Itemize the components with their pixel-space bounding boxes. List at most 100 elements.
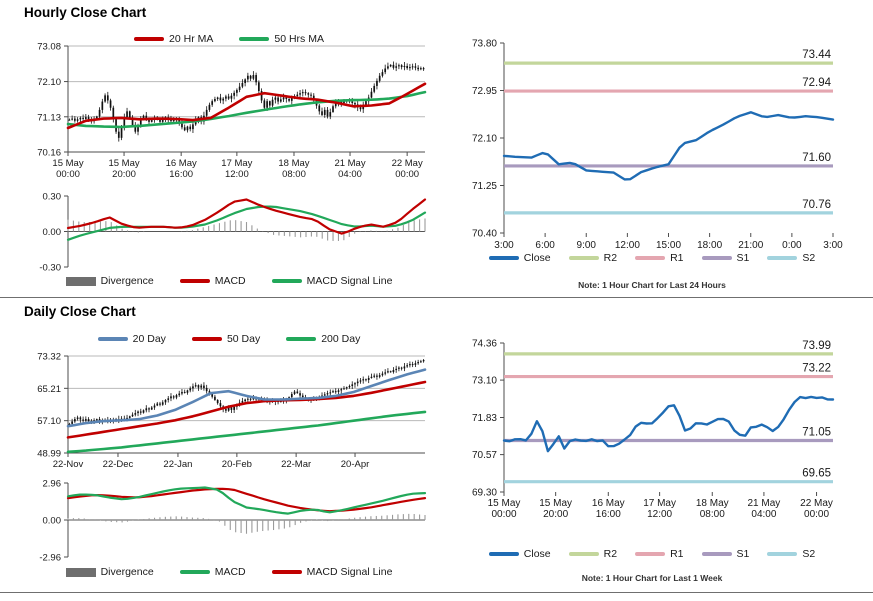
legend-label: MACD: [214, 275, 246, 287]
bottom-divider: [0, 592, 873, 593]
svg-text:15 May: 15 May: [52, 158, 83, 169]
section-divider: [0, 297, 873, 298]
legend-item: 50 Hrs MA: [239, 33, 324, 45]
legend-label: R1: [670, 252, 684, 264]
svg-text:3:00: 3:00: [494, 240, 514, 251]
weekly-pivot-note: Note: 1 Hour Chart for Last 1 Week: [581, 573, 723, 583]
svg-text:15:00: 15:00: [656, 240, 681, 251]
legend-label: Divergence: [100, 275, 154, 287]
svg-text:65.21: 65.21: [37, 384, 61, 395]
legend-label: S1: [736, 252, 750, 264]
legend-item: MACD: [179, 566, 246, 578]
legend-item: R2: [568, 548, 617, 560]
svg-text:-2.96: -2.96: [39, 553, 61, 564]
legend-label: 50 Hrs MA: [274, 33, 324, 45]
hourly-section-title: Hourly Close Chart: [24, 5, 147, 20]
svg-text:0.00: 0.00: [43, 516, 62, 527]
svg-text:73.99: 73.99: [802, 340, 831, 352]
legend-item: Close: [488, 548, 551, 560]
svg-text:22 May: 22 May: [392, 158, 423, 169]
legend-swatch-r2: [568, 552, 599, 556]
svg-text:71.13: 71.13: [37, 112, 61, 123]
svg-text:71.83: 71.83: [472, 413, 497, 424]
svg-text:08:00: 08:00: [700, 509, 725, 520]
svg-text:15 May: 15 May: [488, 498, 521, 509]
svg-text:2.96: 2.96: [43, 479, 62, 490]
svg-text:-0.30: -0.30: [39, 263, 61, 274]
legend-item: MACD Signal Line: [271, 275, 393, 287]
svg-text:12:00: 12:00: [615, 240, 640, 251]
svg-text:70.16: 70.16: [37, 148, 61, 159]
legend-swatch-s1: [701, 552, 732, 556]
svg-text:70.76: 70.76: [802, 199, 831, 211]
legend-swatch-s2: [767, 256, 798, 260]
svg-text:16:00: 16:00: [169, 169, 193, 180]
svg-text:12:00: 12:00: [647, 509, 672, 520]
hourly-price-legend: 20 Hr MA 50 Hrs MA: [24, 33, 434, 45]
hourly-pivot-legend: Close R2 R1 S1 S2: [438, 252, 866, 264]
legend-label: S1: [736, 548, 750, 560]
svg-text:22-Jan: 22-Jan: [163, 459, 192, 470]
legend-swatch-20-day: [97, 337, 128, 341]
legend-item: 50 Day: [191, 333, 261, 345]
legend-swatch-50-hrs-ma: [239, 37, 270, 41]
svg-text:00:00: 00:00: [491, 509, 516, 520]
svg-text:12:00: 12:00: [225, 169, 249, 180]
svg-text:69.30: 69.30: [472, 488, 497, 499]
svg-text:16 May: 16 May: [592, 498, 625, 509]
svg-text:22-Nov: 22-Nov: [53, 459, 84, 470]
legend-item: 20 Day: [97, 333, 166, 345]
svg-text:21:00: 21:00: [738, 240, 763, 251]
daily-macd-legend: Divergence MACD MACD Signal Line: [24, 566, 434, 578]
legend-swatch-macd-signal-line: [271, 279, 302, 283]
legend-label: 50 Day: [226, 333, 261, 345]
svg-text:00:00: 00:00: [395, 169, 419, 180]
svg-text:20-Apr: 20-Apr: [341, 459, 370, 470]
legend-swatch-s2: [767, 552, 798, 556]
svg-text:16:00: 16:00: [596, 509, 621, 520]
legend-label: MACD Signal Line: [306, 275, 393, 287]
legend-label: R2: [603, 252, 618, 264]
legend-label: MACD Signal Line: [306, 566, 393, 578]
legend-label: 20 Hr MA: [169, 33, 214, 45]
svg-text:18:00: 18:00: [697, 240, 722, 251]
legend-swatch-r2: [568, 256, 599, 260]
weekly-pivot-legend: Close R2 R1 S1 S2: [438, 548, 866, 560]
svg-text:0.30: 0.30: [43, 192, 62, 203]
svg-text:72.94: 72.94: [802, 77, 831, 89]
legend-swatch-50-day: [191, 337, 222, 341]
hourly-pivot-note: Note: 1 Hour Chart for Last 24 Hours: [578, 280, 726, 290]
legend-item: R1: [635, 548, 684, 560]
legend-label: MACD: [214, 566, 246, 578]
legend-swatch-close: [488, 552, 519, 556]
svg-text:16 May: 16 May: [166, 158, 197, 169]
hourly-macd-chart: 0.30 0.00 -0.30: [39, 192, 427, 274]
svg-text:0.00: 0.00: [43, 227, 62, 238]
legend-item: MACD: [179, 275, 246, 287]
svg-text:18 May: 18 May: [696, 498, 729, 509]
svg-text:04:00: 04:00: [338, 169, 362, 180]
svg-text:73.10: 73.10: [472, 376, 497, 387]
svg-text:22-Mar: 22-Mar: [281, 459, 311, 470]
legend-label: R1: [670, 548, 684, 560]
legend-swatch-20-hr-ma: [134, 37, 165, 41]
svg-text:72.10: 72.10: [37, 77, 61, 88]
legend-item: R1: [635, 252, 684, 264]
svg-text:15 May: 15 May: [108, 158, 139, 169]
legend-item: S1: [701, 548, 750, 560]
legend-swatch-close: [488, 256, 519, 260]
legend-swatch-macd-signal-line: [271, 570, 302, 574]
svg-text:71.25: 71.25: [472, 181, 497, 192]
svg-text:04:00: 04:00: [751, 509, 776, 520]
svg-text:71.05: 71.05: [802, 426, 831, 438]
legend-label: Divergence: [100, 566, 154, 578]
svg-text:73.22: 73.22: [802, 363, 831, 375]
svg-text:73.44: 73.44: [802, 49, 831, 61]
legend-swatch-macd: [179, 279, 210, 283]
legend-item: 20 Hr MA: [134, 33, 213, 45]
legend-item: S1: [701, 252, 750, 264]
